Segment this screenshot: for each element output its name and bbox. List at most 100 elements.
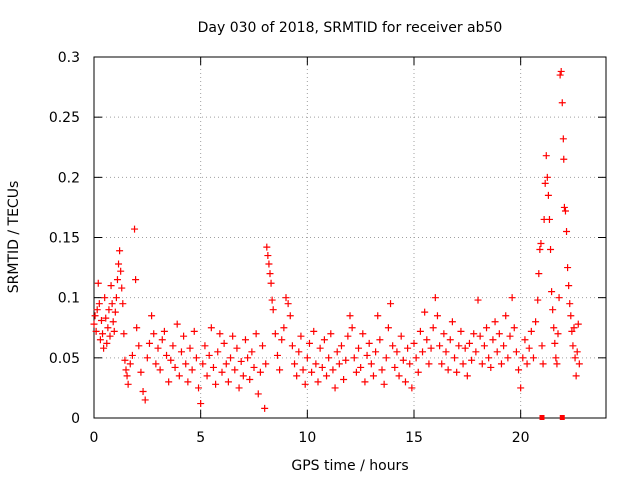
data-point bbox=[395, 372, 403, 380]
data-point bbox=[393, 348, 401, 356]
data-point bbox=[558, 99, 566, 107]
data-point bbox=[205, 351, 213, 359]
data-point bbox=[320, 336, 328, 344]
data-point bbox=[156, 366, 164, 374]
x-tick-label: 20 bbox=[512, 430, 530, 446]
data-point bbox=[502, 312, 510, 320]
data-point bbox=[564, 264, 572, 272]
data-point bbox=[115, 260, 123, 268]
data-point bbox=[348, 324, 356, 332]
y-axis-label: SRMTID / TECUs bbox=[6, 181, 22, 294]
data-point bbox=[440, 330, 448, 338]
data-point bbox=[491, 318, 499, 326]
data-point bbox=[199, 360, 207, 368]
data-point bbox=[527, 327, 535, 335]
data-point bbox=[244, 354, 252, 362]
data-point bbox=[387, 300, 395, 308]
data-point bbox=[480, 342, 488, 350]
data-point bbox=[316, 344, 324, 352]
data-point bbox=[470, 330, 478, 338]
data-point bbox=[369, 372, 377, 380]
data-point bbox=[346, 312, 354, 320]
data-point-zero bbox=[539, 415, 545, 420]
data-point bbox=[295, 348, 303, 356]
data-point bbox=[105, 306, 113, 314]
data-point bbox=[331, 384, 339, 392]
data-point bbox=[310, 327, 318, 335]
data-point bbox=[299, 366, 307, 374]
data-point bbox=[241, 336, 249, 344]
data-point bbox=[100, 344, 108, 352]
data-point bbox=[565, 282, 573, 290]
data-point bbox=[568, 327, 576, 335]
data-point bbox=[401, 378, 409, 386]
data-point bbox=[561, 207, 569, 215]
data-point bbox=[227, 354, 235, 362]
data-point bbox=[261, 404, 269, 412]
data-point bbox=[555, 294, 563, 302]
data-point bbox=[427, 344, 435, 352]
data-point bbox=[233, 344, 241, 352]
data-point bbox=[237, 357, 245, 365]
data-point bbox=[177, 348, 185, 356]
data-point bbox=[286, 312, 294, 320]
data-point bbox=[534, 296, 542, 304]
data-point bbox=[337, 342, 345, 350]
data-point bbox=[512, 348, 520, 356]
data-point bbox=[508, 294, 516, 302]
data-point bbox=[282, 294, 290, 302]
data-point bbox=[201, 342, 209, 350]
data-point bbox=[574, 320, 582, 328]
data-point bbox=[500, 342, 508, 350]
data-point bbox=[137, 368, 145, 376]
data-point bbox=[359, 330, 367, 338]
data-point bbox=[416, 327, 424, 335]
data-point bbox=[110, 327, 118, 335]
data-point bbox=[504, 354, 512, 362]
data-point bbox=[93, 306, 101, 314]
data-points bbox=[90, 67, 583, 420]
data-point bbox=[453, 368, 461, 376]
data-point bbox=[109, 318, 117, 326]
data-point bbox=[312, 360, 320, 368]
data-point bbox=[340, 375, 348, 383]
data-point bbox=[117, 267, 125, 275]
data-point bbox=[476, 332, 484, 340]
data-point bbox=[566, 300, 574, 308]
data-point bbox=[165, 378, 173, 386]
data-point bbox=[465, 339, 473, 347]
data-point bbox=[550, 324, 558, 332]
data-point bbox=[535, 270, 543, 278]
data-point bbox=[197, 400, 205, 408]
data-point bbox=[553, 360, 561, 368]
data-point bbox=[560, 203, 568, 211]
data-point bbox=[167, 356, 175, 364]
axis-ticks: 0 0.05 0.1 0.15 0.2 0.25 0.3 0 5 10 15 20 bbox=[49, 50, 606, 446]
data-point bbox=[267, 279, 275, 287]
data-point bbox=[271, 330, 279, 338]
data-point bbox=[131, 225, 139, 233]
data-point bbox=[433, 312, 441, 320]
x-tick-label: 15 bbox=[405, 430, 423, 446]
data-point bbox=[342, 356, 350, 364]
data-point bbox=[567, 312, 575, 320]
data-point bbox=[461, 344, 469, 352]
data-point bbox=[344, 332, 352, 340]
data-point bbox=[314, 378, 322, 386]
data-point bbox=[186, 344, 194, 352]
data-point bbox=[525, 344, 533, 352]
data-point bbox=[537, 240, 545, 248]
data-point bbox=[397, 332, 405, 340]
data-point bbox=[190, 327, 198, 335]
data-point bbox=[216, 330, 224, 338]
x-tick-label: 5 bbox=[196, 430, 205, 446]
data-point bbox=[94, 279, 102, 287]
data-point bbox=[96, 336, 104, 344]
data-point bbox=[487, 363, 495, 371]
data-point bbox=[399, 356, 407, 364]
data-point bbox=[444, 366, 452, 374]
data-point bbox=[414, 368, 422, 376]
data-point bbox=[357, 363, 365, 371]
data-point bbox=[483, 324, 491, 332]
data-point bbox=[308, 368, 316, 376]
